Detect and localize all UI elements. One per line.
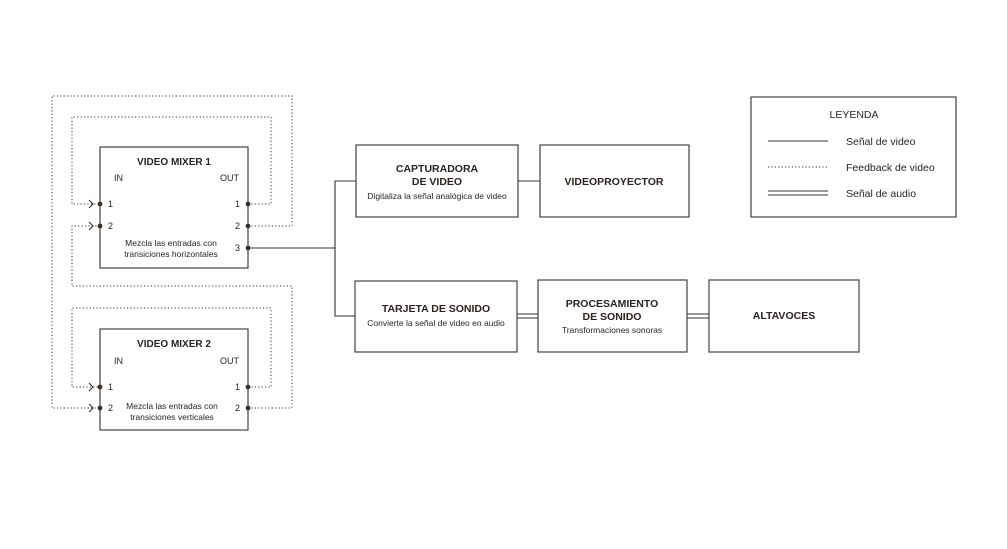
video-mixer-2-desc-2: transiciones verticales: [130, 412, 214, 422]
video-mixer-2-in-2-port[interactable]: [97, 405, 103, 411]
speakers-block: ALTAVOCES: [708, 279, 860, 353]
video-mixer-1-in-1-port[interactable]: [97, 201, 103, 207]
sound-processing-title-2: DE SONIDO: [583, 311, 642, 323]
video-mixer-2-in-label: IN: [114, 356, 123, 366]
video-mixer-2-out-1: 1: [235, 382, 240, 392]
video-mixer-2-in-1: 1: [108, 382, 113, 392]
arrow-m1-in2: [88, 221, 94, 231]
video-mixer-1-desc-2: transiciones horizontales: [124, 249, 218, 259]
video-mixer-1-out-1-port[interactable]: [245, 201, 251, 207]
audio-signal-wires: [517, 313, 709, 319]
video-mixer-2-in-1-port[interactable]: [97, 384, 103, 390]
video-signal-wires: [248, 180, 540, 317]
sound-processing-title-1: PROCESAMIENTO: [566, 298, 659, 310]
arrow-m1-in1: [88, 199, 94, 209]
video-mixer-1-out-1: 1: [235, 199, 240, 209]
legend-label-audio: Señal de audio: [846, 188, 916, 200]
video-mixer-2-out-1-port[interactable]: [245, 384, 251, 390]
legend-label-feedback: Feedback de video: [846, 162, 935, 174]
wire-m1out3-branch: [248, 180, 356, 249]
sound-processing-block: PROCESAMIENTO DE SONIDO Transformaciones…: [537, 279, 688, 353]
sound-processing-desc: Transformaciones sonoras: [562, 325, 662, 335]
sound-card-title: TARJETA DE SONIDO: [382, 303, 490, 315]
video-mixer-1-box: [99, 146, 249, 269]
legend: LEYENDA Señal de video Feedback de video…: [750, 96, 957, 218]
video-mixer-2-desc-1: Mezcla las entradas con: [126, 401, 218, 411]
video-capture-desc: Digitaliza la señal analógica de video: [367, 191, 507, 201]
video-mixer-1-out-2: 2: [235, 221, 240, 231]
video-mixer-1-title: VIDEO MIXER 1: [137, 157, 211, 168]
projector-title: VIDEOPROYECTOR: [565, 176, 664, 188]
video-capture-box: [355, 144, 519, 218]
video-mixer-2-box: [99, 328, 249, 431]
sound-card-box: [354, 280, 518, 353]
speakers-title: ALTAVOCES: [753, 310, 815, 322]
video-mixer-1-out-2-port[interactable]: [245, 223, 251, 229]
video-mixer-1-out-3: 3: [235, 243, 240, 253]
video-mixer-1-in-label: IN: [114, 173, 123, 183]
video-capture-title-1: CAPTURADORA: [396, 163, 479, 175]
legend-label-video: Señal de video: [846, 136, 916, 148]
feedback-loops: [51, 95, 293, 409]
video-mixer-2-title: VIDEO MIXER 2: [137, 339, 211, 350]
projector-box: [539, 144, 690, 218]
video-capture-block: CAPTURADORA DE VIDEO Digitaliza la señal…: [355, 144, 519, 218]
legend-title: LEYENDA: [829, 109, 878, 121]
video-mixer-1-in-1: 1: [108, 199, 113, 209]
video-mixer-2-out-label: OUT: [220, 356, 240, 366]
video-mixer-1-in-2-port[interactable]: [97, 223, 103, 229]
sound-processing-box: [537, 279, 688, 353]
feedback-m2out1-m1in2: [71, 307, 272, 388]
projector-block: VIDEOPROYECTOR: [539, 144, 690, 218]
video-mixer-1: VIDEO MIXER 1 IN OUT 1 2 1 2 3 Mezcla la…: [97, 146, 251, 269]
video-mixer-2-out-2-port[interactable]: [245, 405, 251, 411]
video-mixer-2: VIDEO MIXER 2 IN OUT 1 2 1 2 Mezcla las …: [97, 328, 251, 431]
video-mixer-1-out-label: OUT: [220, 173, 240, 183]
video-mixer-1-out-3-port[interactable]: [245, 245, 251, 251]
video-mixer-2-out-2: 2: [235, 403, 240, 413]
video-capture-title-2: DE VIDEO: [412, 176, 462, 188]
sound-card-desc: Convierte la señal de video en audio: [367, 318, 505, 328]
video-mixer-2-in-2: 2: [108, 403, 113, 413]
wire-branch-soundcard: [334, 248, 355, 317]
input-arrows: [88, 199, 94, 413]
arrow-m2-in1: [88, 382, 94, 392]
speakers-box: [708, 279, 860, 353]
sound-card-block: TARJETA DE SONIDO Convierte la señal de …: [354, 280, 518, 353]
feedback-m2out2-m2in1: [71, 225, 293, 409]
legend-box: [750, 96, 957, 218]
video-mixer-1-desc-1: Mezcla las entradas con: [125, 238, 217, 248]
video-mixer-1-in-2: 2: [108, 221, 113, 231]
arrow-m2-in2: [88, 403, 94, 413]
